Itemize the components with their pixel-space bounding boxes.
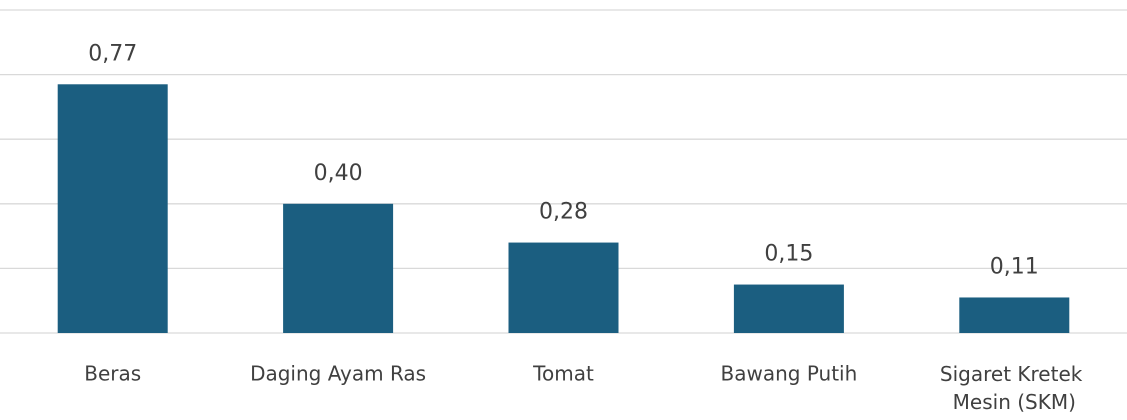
value-label: 0,40 (314, 161, 363, 186)
value-label: 0,77 (88, 41, 137, 66)
bar (959, 297, 1070, 333)
value-label: 0,15 (764, 242, 813, 267)
x-tick-label: Tomat (532, 362, 594, 386)
value-label: 0,11 (990, 254, 1039, 279)
value-label: 0,28 (539, 200, 588, 225)
x-tick-label: Daging Ayam Ras (250, 362, 426, 386)
x-tick-label: Bawang Putih (721, 362, 858, 386)
x-tick-label: Sigaret Kretek Mesin (SKM) (940, 362, 1089, 414)
bar (283, 203, 394, 333)
x-tick-label: Beras (84, 362, 141, 386)
bar (508, 242, 619, 333)
bar (57, 84, 168, 333)
bar (733, 284, 844, 333)
